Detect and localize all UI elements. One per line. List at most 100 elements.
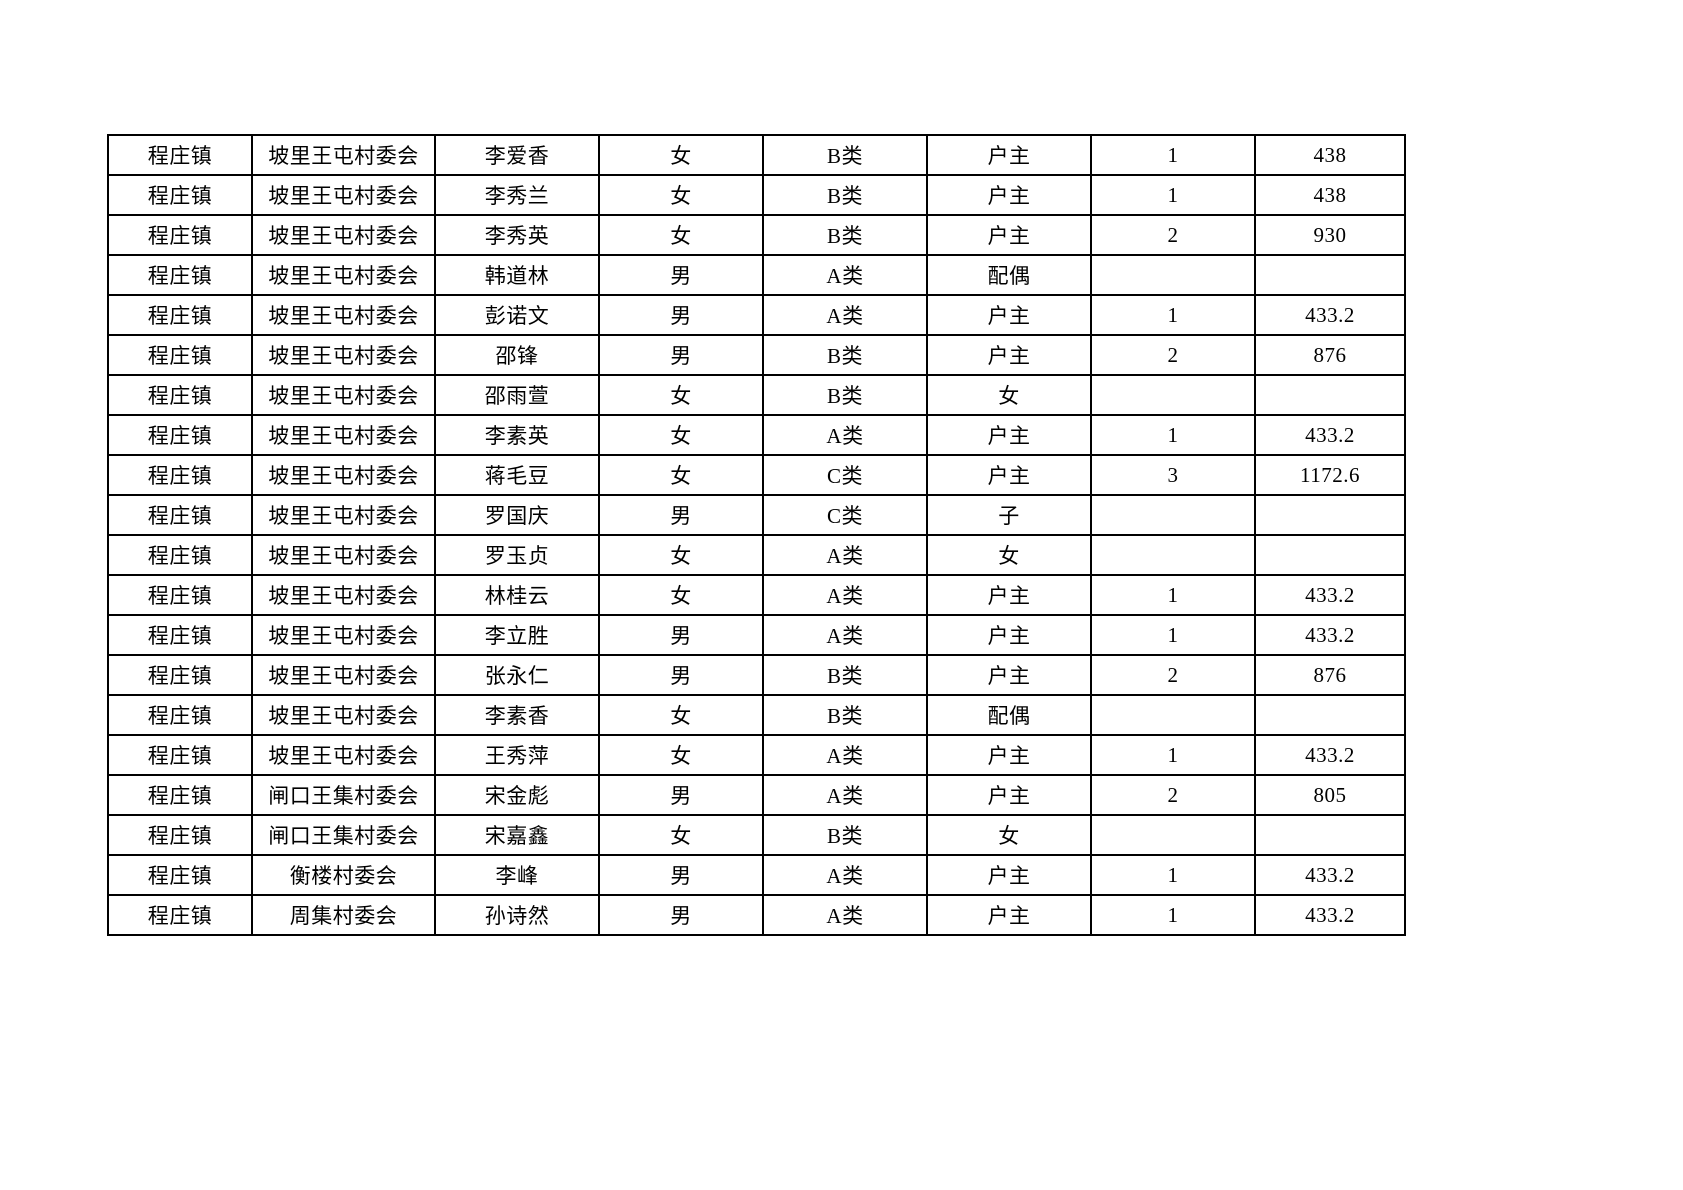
table-body: 程庄镇 坡里王屯村委会 李爱香女 B类 户主 1 438 程庄镇 坡里王屯村委会 李秀兰女 B类 户主… — [107, 134, 1406, 936]
cell-village: 周集村委会 — [251, 894, 436, 936]
cell-village: 坡里王屯村委会 — [251, 654, 436, 696]
table-row: 程庄镇 周集村委会 孙诗然男 A类 户主 1 433.2 — [107, 894, 1406, 936]
cell-amount: 1172.6 — [1254, 454, 1406, 496]
table-row: 程庄镇 坡里王屯村委会 李秀兰女 B类 户主 1 438 — [107, 174, 1406, 216]
cell-town: 程庄镇 — [107, 614, 253, 656]
cell-town: 程庄镇 — [107, 374, 253, 416]
cell-relation: 户主 — [926, 214, 1092, 256]
table-row: 程庄镇 坡里王屯村委会 李素英女 A类 户主 1 433.2 — [107, 414, 1406, 456]
cell-count — [1090, 494, 1256, 536]
cell-gender: 女 — [598, 574, 764, 616]
cell-category: A类 — [762, 574, 928, 616]
cell-count: 1 — [1090, 134, 1256, 176]
table-row: 程庄镇 坡里王屯村委会 李立胜男 A类 户主 1 433.2 — [107, 614, 1406, 656]
cell-category: B类 — [762, 174, 928, 216]
cell-relation: 户主 — [926, 774, 1092, 816]
residents-table: 程庄镇 坡里王屯村委会 李爱香女 B类 户主 1 438 程庄镇 坡里王屯村委会 李秀兰女 B类 户主… — [107, 134, 1406, 936]
cell-category: B类 — [762, 334, 928, 376]
cell-amount — [1254, 534, 1406, 576]
table-row: 程庄镇 坡里王屯村委会 彭诺文男 A类 户主 1 433.2 — [107, 294, 1406, 336]
cell-category: A类 — [762, 734, 928, 776]
cell-amount — [1254, 694, 1406, 736]
cell-relation: 户主 — [926, 734, 1092, 776]
cell-amount: 876 — [1254, 654, 1406, 696]
cell-gender: 女 — [598, 174, 764, 216]
table-row: 程庄镇 坡里王屯村委会 韩道林男 A类 配偶 — [107, 254, 1406, 296]
cell-amount: 438 — [1254, 134, 1406, 176]
cell-town: 程庄镇 — [107, 694, 253, 736]
cell-name: 张永仁 — [434, 654, 600, 696]
cell-name: 彭诺文 — [434, 294, 600, 336]
cell-name: 宋金彪 — [434, 774, 600, 816]
cell-gender: 女 — [598, 814, 764, 856]
cell-amount — [1254, 814, 1406, 856]
cell-name: 罗国庆 — [434, 494, 600, 536]
cell-amount: 433.2 — [1254, 294, 1406, 336]
table-row: 程庄镇 坡里王屯村委会 王秀萍女 A类 户主 1 433.2 — [107, 734, 1406, 776]
cell-village: 坡里王屯村委会 — [251, 454, 436, 496]
cell-village: 坡里王屯村委会 — [251, 254, 436, 296]
cell-amount: 433.2 — [1254, 414, 1406, 456]
table-row: 程庄镇 坡里王屯村委会 张永仁男 B类 户主 2 876 — [107, 654, 1406, 696]
cell-count — [1090, 694, 1256, 736]
cell-town: 程庄镇 — [107, 494, 253, 536]
cell-amount: 433.2 — [1254, 614, 1406, 656]
cell-relation: 户主 — [926, 654, 1092, 696]
cell-name: 邵锋 — [434, 334, 600, 376]
cell-count — [1090, 254, 1256, 296]
table-row: 程庄镇 坡里王屯村委会 李素香女 B类 配偶 — [107, 694, 1406, 736]
cell-name: 李素香 — [434, 694, 600, 736]
cell-town: 程庄镇 — [107, 134, 253, 176]
cell-name: 李秀兰 — [434, 174, 600, 216]
cell-village: 坡里王屯村委会 — [251, 574, 436, 616]
cell-gender: 女 — [598, 214, 764, 256]
cell-village: 坡里王屯村委会 — [251, 534, 436, 576]
cell-gender: 男 — [598, 854, 764, 896]
cell-amount — [1254, 494, 1406, 536]
cell-relation: 户主 — [926, 414, 1092, 456]
cell-name: 林桂云 — [434, 574, 600, 616]
table-row: 程庄镇 坡里王屯村委会 邵雨萱女 B类女 — [107, 374, 1406, 416]
cell-count: 1 — [1090, 734, 1256, 776]
cell-category: B类 — [762, 694, 928, 736]
cell-category: A类 — [762, 774, 928, 816]
cell-village: 坡里王屯村委会 — [251, 414, 436, 456]
cell-category: A类 — [762, 414, 928, 456]
cell-relation: 户主 — [926, 894, 1092, 936]
cell-count: 1 — [1090, 894, 1256, 936]
cell-town: 程庄镇 — [107, 774, 253, 816]
table-row: 程庄镇 坡里王屯村委会 罗玉贞女 A类女 — [107, 534, 1406, 576]
cell-category: B类 — [762, 134, 928, 176]
cell-gender: 男 — [598, 494, 764, 536]
cell-relation: 女 — [926, 374, 1092, 416]
cell-count: 1 — [1090, 614, 1256, 656]
cell-amount: 433.2 — [1254, 894, 1406, 936]
table-row: 程庄镇 坡里王屯村委会 罗国庆男 C类子 — [107, 494, 1406, 536]
cell-count: 2 — [1090, 334, 1256, 376]
cell-village: 闸口王集村委会 — [251, 774, 436, 816]
cell-category: A类 — [762, 254, 928, 296]
cell-town: 程庄镇 — [107, 294, 253, 336]
cell-gender: 女 — [598, 454, 764, 496]
cell-name: 蒋毛豆 — [434, 454, 600, 496]
cell-count: 2 — [1090, 654, 1256, 696]
cell-village: 闸口王集村委会 — [251, 814, 436, 856]
cell-town: 程庄镇 — [107, 574, 253, 616]
cell-village: 坡里王屯村委会 — [251, 174, 436, 216]
cell-count — [1090, 374, 1256, 416]
table-row: 程庄镇 坡里王屯村委会 邵锋男 B类 户主 2 876 — [107, 334, 1406, 376]
cell-name: 李秀英 — [434, 214, 600, 256]
cell-category: B类 — [762, 814, 928, 856]
cell-category: B类 — [762, 214, 928, 256]
cell-relation: 子 — [926, 494, 1092, 536]
cell-relation: 户主 — [926, 854, 1092, 896]
cell-gender: 男 — [598, 614, 764, 656]
cell-name: 李立胜 — [434, 614, 600, 656]
cell-gender: 女 — [598, 694, 764, 736]
cell-village: 坡里王屯村委会 — [251, 374, 436, 416]
cell-category: A类 — [762, 534, 928, 576]
cell-town: 程庄镇 — [107, 454, 253, 496]
cell-count — [1090, 814, 1256, 856]
cell-amount: 433.2 — [1254, 574, 1406, 616]
cell-gender: 男 — [598, 254, 764, 296]
